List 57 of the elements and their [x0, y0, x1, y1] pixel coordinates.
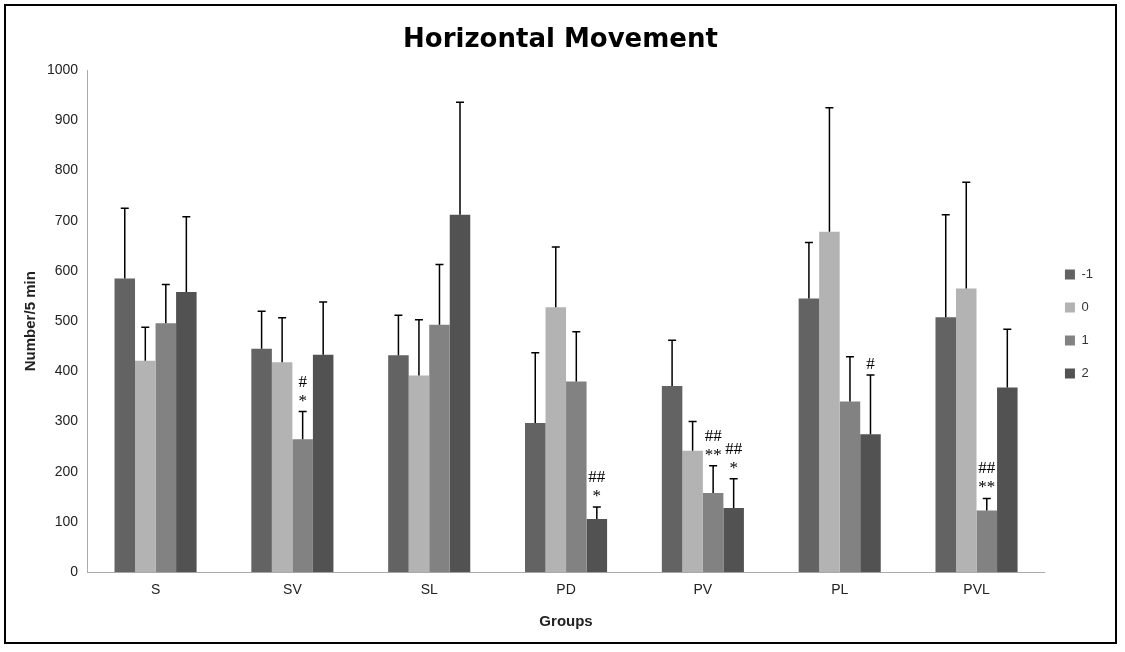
annotation: ** [704, 444, 722, 464]
y-tick-label: 400 [54, 362, 79, 379]
bar [114, 278, 136, 573]
bar [566, 381, 587, 573]
bar [524, 423, 546, 573]
y-tick-label: 800 [54, 161, 79, 178]
annotation: # [298, 371, 308, 391]
bar [997, 387, 1018, 573]
annotation: * [729, 457, 738, 477]
y-tick-label: 600 [54, 261, 79, 278]
x-tick-label: PL [831, 581, 849, 598]
y-axis-title: Number/5 min [21, 271, 39, 372]
y-tick-label: 700 [54, 211, 79, 228]
bar [176, 292, 197, 573]
x-axis-title: Groups [539, 612, 593, 630]
x-tick-label: S [150, 581, 161, 598]
bar [702, 492, 724, 573]
legend-label: -1 [1081, 266, 1093, 282]
annotation: * [298, 390, 307, 410]
bar [839, 401, 861, 573]
bar [723, 507, 744, 573]
bar [429, 324, 450, 573]
y-tick-label: 500 [54, 312, 79, 329]
x-tick-label: SV [283, 581, 303, 598]
bar [976, 510, 998, 573]
bar [449, 214, 471, 573]
legend-label: 1 [1081, 332, 1089, 348]
x-tick-label: PD [556, 581, 576, 598]
bar [860, 434, 881, 573]
y-tick-label: 100 [54, 512, 79, 529]
bar [251, 348, 272, 573]
annotation: ## [588, 466, 606, 486]
y-tick-label: 900 [54, 111, 79, 128]
bar [292, 439, 313, 573]
bar [155, 323, 177, 573]
y-tick-label: 1000 [46, 61, 79, 78]
bar [798, 298, 820, 573]
annotation: ## [978, 458, 996, 478]
chart-title: Horizontal Movement [403, 23, 718, 54]
y-tick-label: 200 [54, 462, 79, 479]
bar [312, 354, 334, 573]
bar [388, 355, 409, 573]
legend-label: 0 [1081, 299, 1089, 315]
bar [935, 317, 956, 573]
x-tick-label: PVL [963, 581, 990, 598]
bar [661, 385, 683, 573]
bar [586, 518, 608, 573]
annotation: * [592, 485, 602, 505]
annotation: ** [978, 477, 996, 497]
annotation: # [866, 353, 876, 373]
legend-label: 2 [1081, 365, 1089, 381]
annotation: ## [725, 438, 743, 458]
y-tick-label: 300 [54, 412, 79, 429]
x-tick-label: SL [420, 581, 438, 598]
annotation: ## [704, 425, 723, 445]
y-tick-label: 0 [70, 563, 79, 580]
x-tick-label: PV [693, 581, 713, 598]
